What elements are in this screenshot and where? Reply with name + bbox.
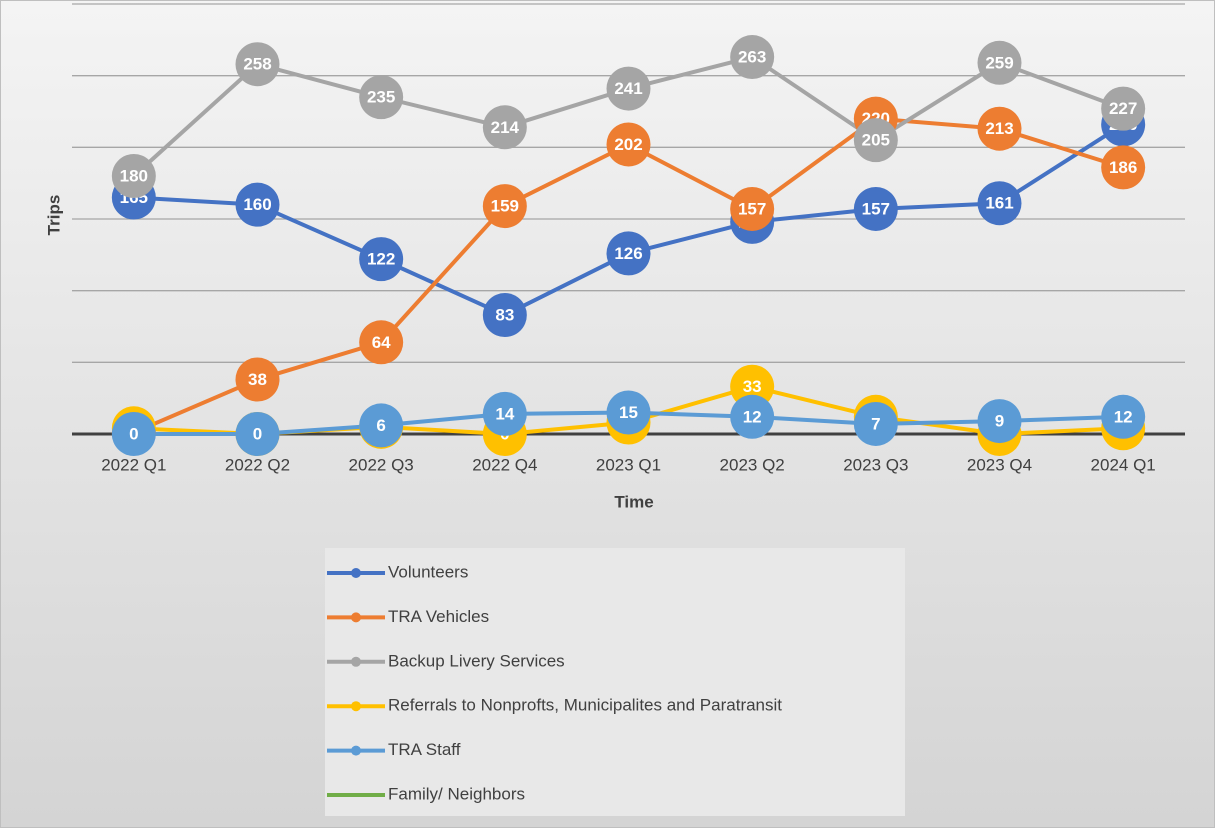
marker xyxy=(482,184,527,229)
data-label: 83 xyxy=(495,306,514,325)
marker xyxy=(977,399,1022,444)
data-label: 161 xyxy=(985,194,1013,213)
data-label: 263 xyxy=(738,48,766,67)
data-label: 7 xyxy=(871,414,880,433)
marker xyxy=(1101,145,1146,190)
marker xyxy=(606,122,651,167)
data-label: 241 xyxy=(614,79,642,98)
marker xyxy=(235,412,280,456)
data-label: 186 xyxy=(1109,158,1137,177)
marker xyxy=(730,394,775,439)
data-label: 0 xyxy=(253,424,262,443)
marker xyxy=(977,181,1022,226)
data-label: 33 xyxy=(743,377,762,396)
marker xyxy=(977,106,1022,151)
marker xyxy=(853,401,898,446)
marker xyxy=(359,320,404,365)
marker xyxy=(482,293,527,338)
data-label: 214 xyxy=(491,118,520,137)
data-label: 227 xyxy=(1109,99,1137,118)
x-tick-label: 2023 Q2 xyxy=(720,455,785,474)
marker xyxy=(606,231,651,276)
legend-label: Volunteers xyxy=(388,562,468,581)
data-label: 14 xyxy=(495,404,514,423)
marker xyxy=(977,40,1022,85)
x-tick-label: 2023 Q3 xyxy=(843,455,908,474)
marker xyxy=(730,35,775,80)
data-label: 9 xyxy=(995,412,1004,431)
marker xyxy=(853,118,898,163)
legend-box xyxy=(325,548,905,816)
data-label: 205 xyxy=(862,131,890,150)
legend-marker xyxy=(351,612,361,623)
legend-marker xyxy=(351,745,361,756)
data-label: 15 xyxy=(619,403,638,422)
data-label: 64 xyxy=(372,333,391,352)
data-label: 6 xyxy=(376,416,385,435)
data-label: 126 xyxy=(614,244,642,263)
x-tick-label: 2022 Q2 xyxy=(225,455,290,474)
marker xyxy=(235,357,280,402)
x-tick-label: 2024 Q1 xyxy=(1091,455,1156,474)
marker xyxy=(482,391,527,436)
data-label: 159 xyxy=(491,197,519,216)
marker xyxy=(482,105,527,150)
marker xyxy=(235,42,280,87)
legend-label: TRA Staff xyxy=(388,740,461,759)
data-label: 38 xyxy=(248,370,267,389)
legend-marker xyxy=(351,568,361,578)
marker xyxy=(1101,394,1146,439)
x-tick-label: 2022 Q4 xyxy=(472,455,537,474)
data-label: 180 xyxy=(120,166,148,185)
legend-marker xyxy=(351,656,361,667)
marker xyxy=(235,182,280,227)
marker xyxy=(1101,86,1146,131)
y-axis-title: Trips xyxy=(44,195,63,236)
data-label: 12 xyxy=(1114,407,1133,426)
data-label: 157 xyxy=(862,199,890,218)
marker xyxy=(359,237,404,282)
data-label: 235 xyxy=(367,88,395,107)
x-tick-label: 2023 Q1 xyxy=(596,455,661,474)
marker xyxy=(730,186,775,231)
marker xyxy=(111,412,156,456)
x-tick-label: 2023 Q4 xyxy=(967,455,1032,474)
marker xyxy=(359,75,404,120)
data-label: 122 xyxy=(367,250,395,269)
x-axis-title: Time xyxy=(614,492,653,511)
x-tick-label: 2022 Q3 xyxy=(349,455,414,474)
data-label: 157 xyxy=(738,199,766,218)
marker xyxy=(606,66,651,111)
legend-label: Referrals to Nonprofts, Municipalites an… xyxy=(388,696,782,715)
marker xyxy=(111,154,156,198)
marker xyxy=(359,403,404,448)
data-label: 12 xyxy=(743,407,762,426)
data-label: 259 xyxy=(985,53,1013,72)
marker xyxy=(730,364,775,409)
marker xyxy=(606,390,651,435)
data-label: 258 xyxy=(243,55,271,74)
data-label: 213 xyxy=(985,119,1013,138)
legend-marker xyxy=(351,701,361,712)
legend-label: TRA Vehicles xyxy=(388,607,489,626)
data-label: 160 xyxy=(243,195,271,214)
x-tick-label: 2022 Q1 xyxy=(101,455,166,474)
marker xyxy=(853,186,898,231)
legend-label: Family/ Neighbors xyxy=(388,784,525,803)
data-label: 0 xyxy=(129,424,138,443)
legend-label: Backup Livery Services xyxy=(388,651,565,670)
data-label: 202 xyxy=(614,135,642,154)
